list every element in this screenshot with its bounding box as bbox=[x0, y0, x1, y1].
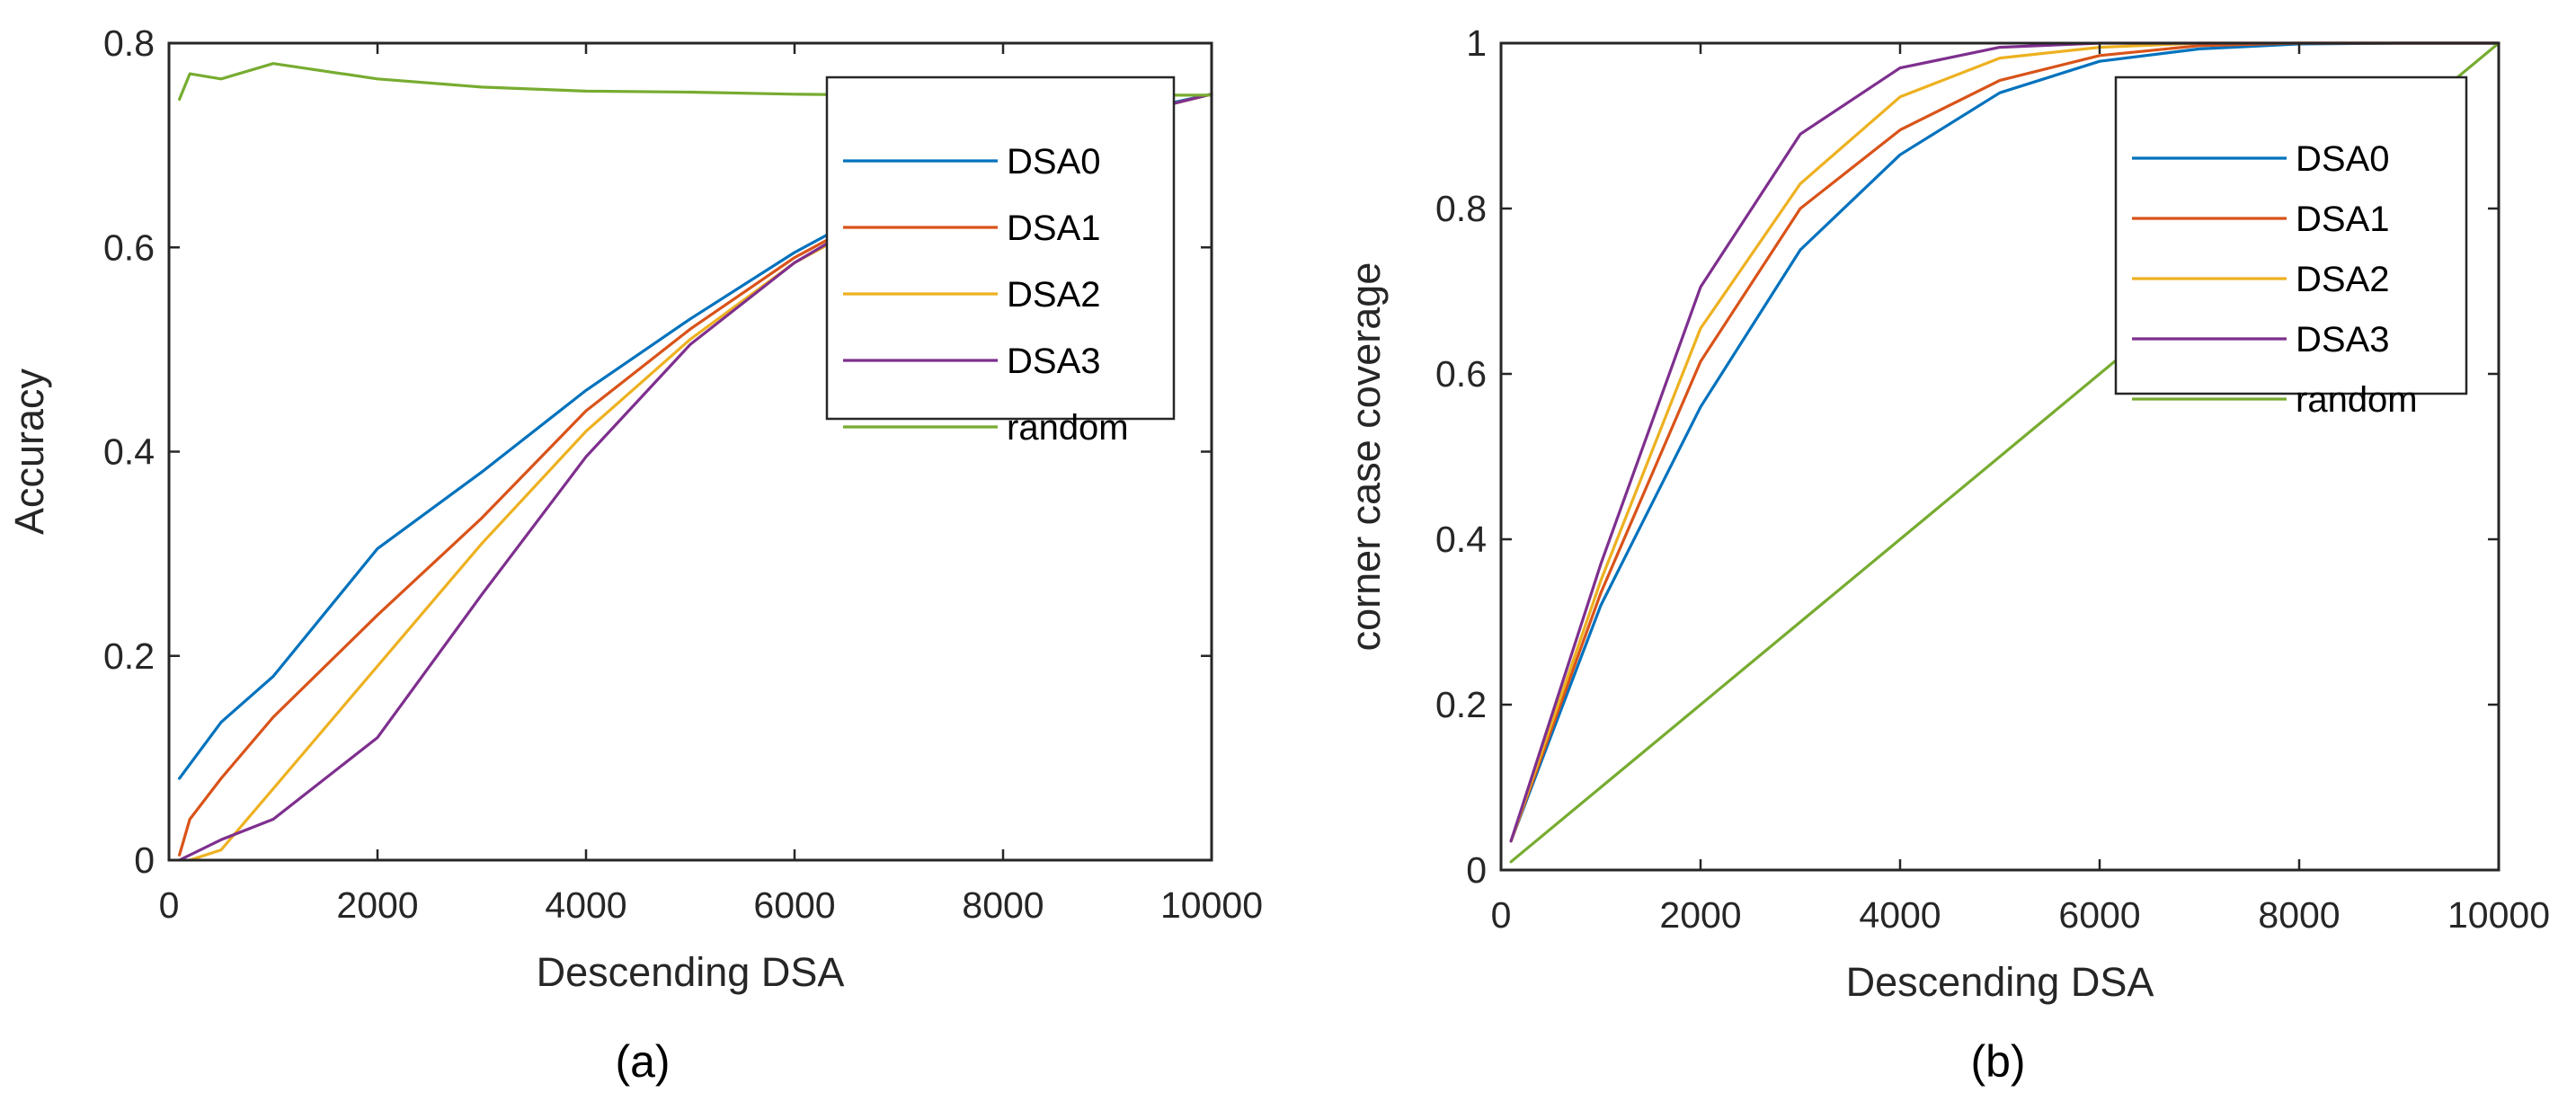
chart-a-y-tick-label: 0.6 bbox=[103, 226, 155, 268]
chart-a-legend-label-random: random bbox=[1007, 408, 1129, 448]
chart-a-x-tick-label: 2000 bbox=[336, 884, 418, 926]
chart-a-caption: (a) bbox=[615, 1036, 670, 1087]
chart-b-y-tick-label: 0.4 bbox=[1435, 519, 1487, 560]
chart-b-x-tick-label: 6000 bbox=[2058, 894, 2140, 936]
chart-a-x-tick-label: 10000 bbox=[1160, 884, 1263, 926]
chart-b-legend-label-DSA1: DSA1 bbox=[2296, 200, 2390, 239]
chart-b-x-tick-label: 0 bbox=[1491, 894, 1512, 936]
chart-b-legend-box bbox=[2114, 75, 2468, 395]
chart-b-y-tick-label: 0.6 bbox=[1435, 353, 1487, 395]
chart-a-x-tick-label: 0 bbox=[159, 884, 180, 926]
chart-a-x-axis-label: Descending DSA bbox=[537, 949, 845, 995]
chart-b-legend-label-random: random bbox=[2296, 380, 2418, 420]
chart-b-x-tick-label: 8000 bbox=[2258, 894, 2340, 936]
chart-b-legend-label-DSA2: DSA2 bbox=[2296, 260, 2390, 299]
chart-a-y-tick-label: 0.4 bbox=[103, 431, 155, 473]
chart-b-caption: (b) bbox=[1970, 1036, 2025, 1087]
chart-b-y-tick-label: 0.2 bbox=[1435, 684, 1487, 725]
chart-b-y-tick-label: 0 bbox=[1466, 849, 1487, 891]
chart-a-legend-label-DSA0: DSA0 bbox=[1007, 142, 1101, 182]
chart-b-corner-case-coverage: 0 2000 4000 6000 8000 10000 0 0.2 0.4 0.6 0.8 1 Desc… bbox=[1343, 22, 2550, 1087]
chart-a-legend-label-DSA2: DSA2 bbox=[1007, 275, 1101, 315]
chart-a-y-tick-label: 0.2 bbox=[103, 635, 155, 677]
chart-a-y-axis-label: Accuracy bbox=[6, 368, 52, 535]
chart-b-y-axis-label: corner case coverage bbox=[1343, 262, 1389, 652]
chart-a-legend-box bbox=[825, 75, 1176, 421]
chart-b-x-axis-label: Descending DSA bbox=[1846, 959, 2154, 1005]
chart-a-y-tick-label: 0 bbox=[134, 839, 155, 881]
chart-a-x-tick-label: 6000 bbox=[753, 884, 835, 926]
chart-a-x-tick-label: 4000 bbox=[545, 884, 626, 926]
chart-b-x-tick-label: 4000 bbox=[1859, 894, 1941, 936]
chart-a-legend-label-DSA1: DSA1 bbox=[1007, 209, 1101, 248]
chart-b-axes-box bbox=[1499, 41, 2500, 872]
chart-b-legend-label-DSA3: DSA3 bbox=[2296, 320, 2390, 360]
chart-b-x-tick-label: 10000 bbox=[2447, 894, 2550, 936]
chart-a-accuracy: 0 2000 4000 6000 8000 10000 0 0.2 0.4 0.6 0.8 Desce… bbox=[6, 22, 1263, 1087]
chart-a-legend-label-DSA3: DSA3 bbox=[1007, 342, 1101, 381]
chart-a-x-tick-label: 8000 bbox=[962, 884, 1044, 926]
chart-b-y-tick-label: 0.8 bbox=[1435, 188, 1487, 229]
chart-b-x-tick-label: 2000 bbox=[1659, 894, 1741, 936]
chart-a-y-tick-label: 0.8 bbox=[103, 22, 155, 64]
chart-b-legend-label-DSA0: DSA0 bbox=[2296, 139, 2390, 179]
chart-b-y-tick-label: 1 bbox=[1466, 22, 1487, 64]
